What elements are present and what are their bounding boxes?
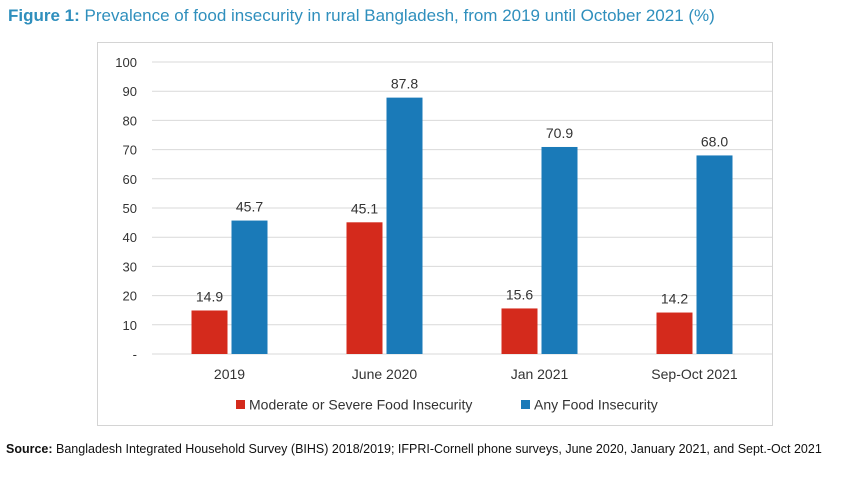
source-label: Source: [6, 442, 53, 456]
bar [191, 310, 228, 354]
legend-swatch [521, 400, 530, 409]
bar [501, 308, 538, 354]
y-tick-label: 10 [123, 318, 137, 333]
y-tick-label: 30 [123, 259, 137, 274]
bar [346, 222, 383, 354]
legend-label: Any Food Insecurity [534, 397, 658, 413]
x-tick-label: Sep-Oct 2021 [651, 366, 738, 382]
x-tick-label: June 2020 [352, 366, 418, 382]
y-tick-label: - [133, 347, 137, 362]
source-note: Source: Bangladesh Integrated Household … [6, 442, 858, 457]
y-tick-label: 60 [123, 172, 137, 187]
legend-swatch [236, 400, 245, 409]
source-text: Bangladesh Integrated Household Survey (… [52, 442, 822, 456]
figure-title: Figure 1: Prevalence of food insecurity … [8, 6, 856, 26]
y-tick-label: 80 [123, 113, 137, 128]
bar [656, 312, 693, 354]
figure-title-text: Prevalence of food insecurity in rural B… [84, 6, 715, 25]
bar [696, 155, 733, 354]
data-label: 70.9 [546, 125, 573, 141]
bar [231, 220, 268, 354]
data-label: 14.2 [661, 291, 688, 307]
data-label: 45.1 [351, 200, 378, 216]
y-tick-label: 90 [123, 84, 137, 99]
data-label: 68.0 [701, 133, 728, 149]
y-tick-label: 20 [123, 289, 137, 304]
data-label: 45.7 [236, 199, 263, 215]
legend-label: Moderate or Severe Food Insecurity [249, 397, 472, 413]
chart-frame [97, 42, 773, 426]
x-tick-label: 2019 [214, 366, 245, 382]
y-tick-label: 70 [123, 143, 137, 158]
y-tick-label: 40 [123, 230, 137, 245]
y-tick-label: 50 [123, 201, 137, 216]
bar [541, 146, 578, 354]
data-label: 15.6 [506, 286, 533, 302]
x-tick-label: Jan 2021 [511, 366, 569, 382]
bar [386, 97, 423, 355]
data-label: 14.9 [196, 288, 223, 304]
data-label: 87.8 [391, 76, 418, 92]
figure-label: Figure 1: [8, 6, 80, 25]
y-tick-label: 100 [115, 55, 137, 70]
